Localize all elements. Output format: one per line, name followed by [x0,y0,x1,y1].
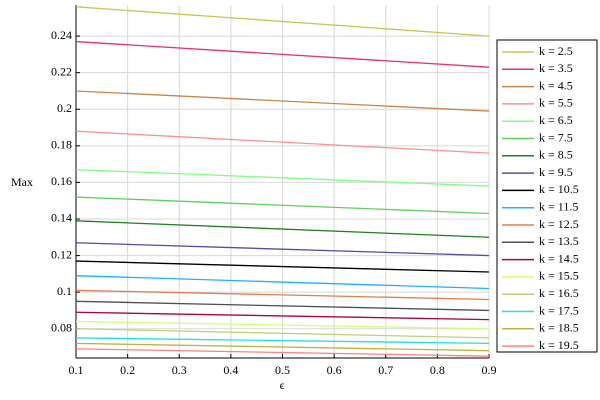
legend-label: k = 19.5 [539,338,579,352]
series-line [75,90,490,112]
legend-label: k = 17.5 [539,303,579,317]
series-line [75,196,490,215]
legend-label: k = 9.5 [539,165,573,179]
series-line [75,342,490,352]
legend-label: k = 13.5 [539,234,579,248]
y-tick-label: 0.2 [57,101,72,115]
legend-label: k = 14.5 [539,251,579,265]
x-tick-label: 0.1 [69,363,84,377]
x-tick-label: 0.2 [120,363,135,377]
series-line [75,311,490,321]
series-line [75,289,490,301]
legend-label: k = 4.5 [539,78,573,92]
series-line [75,40,490,68]
series-line [75,260,490,273]
x-tick-label: 0.6 [327,363,342,377]
legend-label: k = 7.5 [539,130,573,144]
legend-box [496,39,598,353]
x-tick-label: 0.8 [430,363,445,377]
series-line [75,348,490,357]
legend-label: k = 6.5 [539,113,573,127]
y-tick-label: 0.16 [51,174,72,188]
legend-label: k = 15.5 [539,269,579,283]
y-tick-label: 0.12 [51,247,72,261]
series-line [75,6,490,37]
series-line [75,337,490,345]
series-line [75,168,490,187]
legend-label: k = 5.5 [539,96,573,110]
y-tick-label: 0.08 [51,320,72,334]
series-line [75,320,490,330]
y-axis-label: Max [11,175,33,189]
legend-label: k = 18.5 [539,321,579,335]
series-line [75,130,490,154]
legend-label: k = 3.5 [539,61,573,75]
y-tick-label: 0.22 [51,64,72,78]
series-line [75,242,490,257]
y-tick-label: 0.24 [51,28,72,42]
x-tick-label: 0.9 [482,363,497,377]
y-tick-label: 0.14 [51,211,72,225]
series-line [75,328,490,339]
x-tick-label: 0.7 [378,363,393,377]
legend-label: k = 11.5 [539,199,578,213]
series-line [75,275,490,290]
x-tick-label: 0.5 [275,363,290,377]
legend-label: k = 12.5 [539,217,579,231]
series-line [75,300,490,312]
legend-label: k = 16.5 [539,286,579,300]
legend-label: k = 8.5 [539,148,573,162]
x-tick-label: 0.3 [172,363,187,377]
y-tick-label: 0.18 [51,138,72,152]
legend-label: k = 10.5 [539,182,579,196]
legend-label: k = 2.5 [539,44,573,58]
series-line [75,220,490,238]
x-tick-label: 0.4 [223,363,238,377]
x-axis-label: ϵ [280,378,285,392]
y-tick-label: 0.1 [57,284,72,298]
